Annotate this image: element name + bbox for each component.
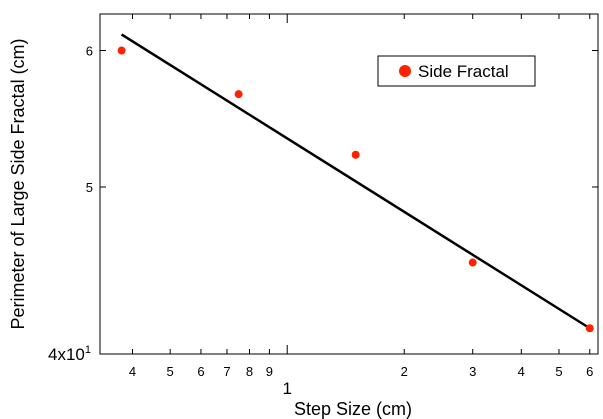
x-axis-title: Step Size (cm) [294,399,412,419]
fit-line-layer [120,33,591,330]
y-tick-label: 6 [86,44,93,59]
x-tick-label: 8 [246,364,253,379]
fit-line [120,33,591,330]
data-point [117,46,126,55]
data-point [585,324,594,333]
x-tick-label: 7 [223,364,230,379]
x-tick-label: 6 [586,364,593,379]
legend-label: Side Fractal [418,62,509,81]
data-points [117,46,594,333]
plot-frame [99,13,599,355]
y-tick-labels: 4x101 5 6 [48,44,93,364]
data-point [351,150,360,159]
x-tick-label: 1 [282,379,291,398]
x-tick-labels: 4 5 6 7 8 91 2 3 4 5 6 [129,364,594,398]
x-tick-label: 9 [266,364,273,379]
x-tick-label: 5 [555,364,562,379]
y-axis-title: Perimeter of Large Side Fractal (cm) [8,38,28,329]
data-point [234,90,243,99]
x-tick-label: 4 [129,364,136,379]
legend: Side Fractal [377,55,536,87]
y-tick-label: 4x101 [48,344,91,364]
x-tick-label: 6 [197,364,204,379]
x-tick-label: 2 [401,364,408,379]
x-tick-label: 5 [167,364,174,379]
y-tick-label: 5 [86,180,93,195]
legend-marker [399,65,411,77]
data-point [468,258,477,267]
x-tick-label: 4 [518,364,525,379]
axis-ticks [100,14,598,355]
x-tick-label: 3 [469,364,476,379]
